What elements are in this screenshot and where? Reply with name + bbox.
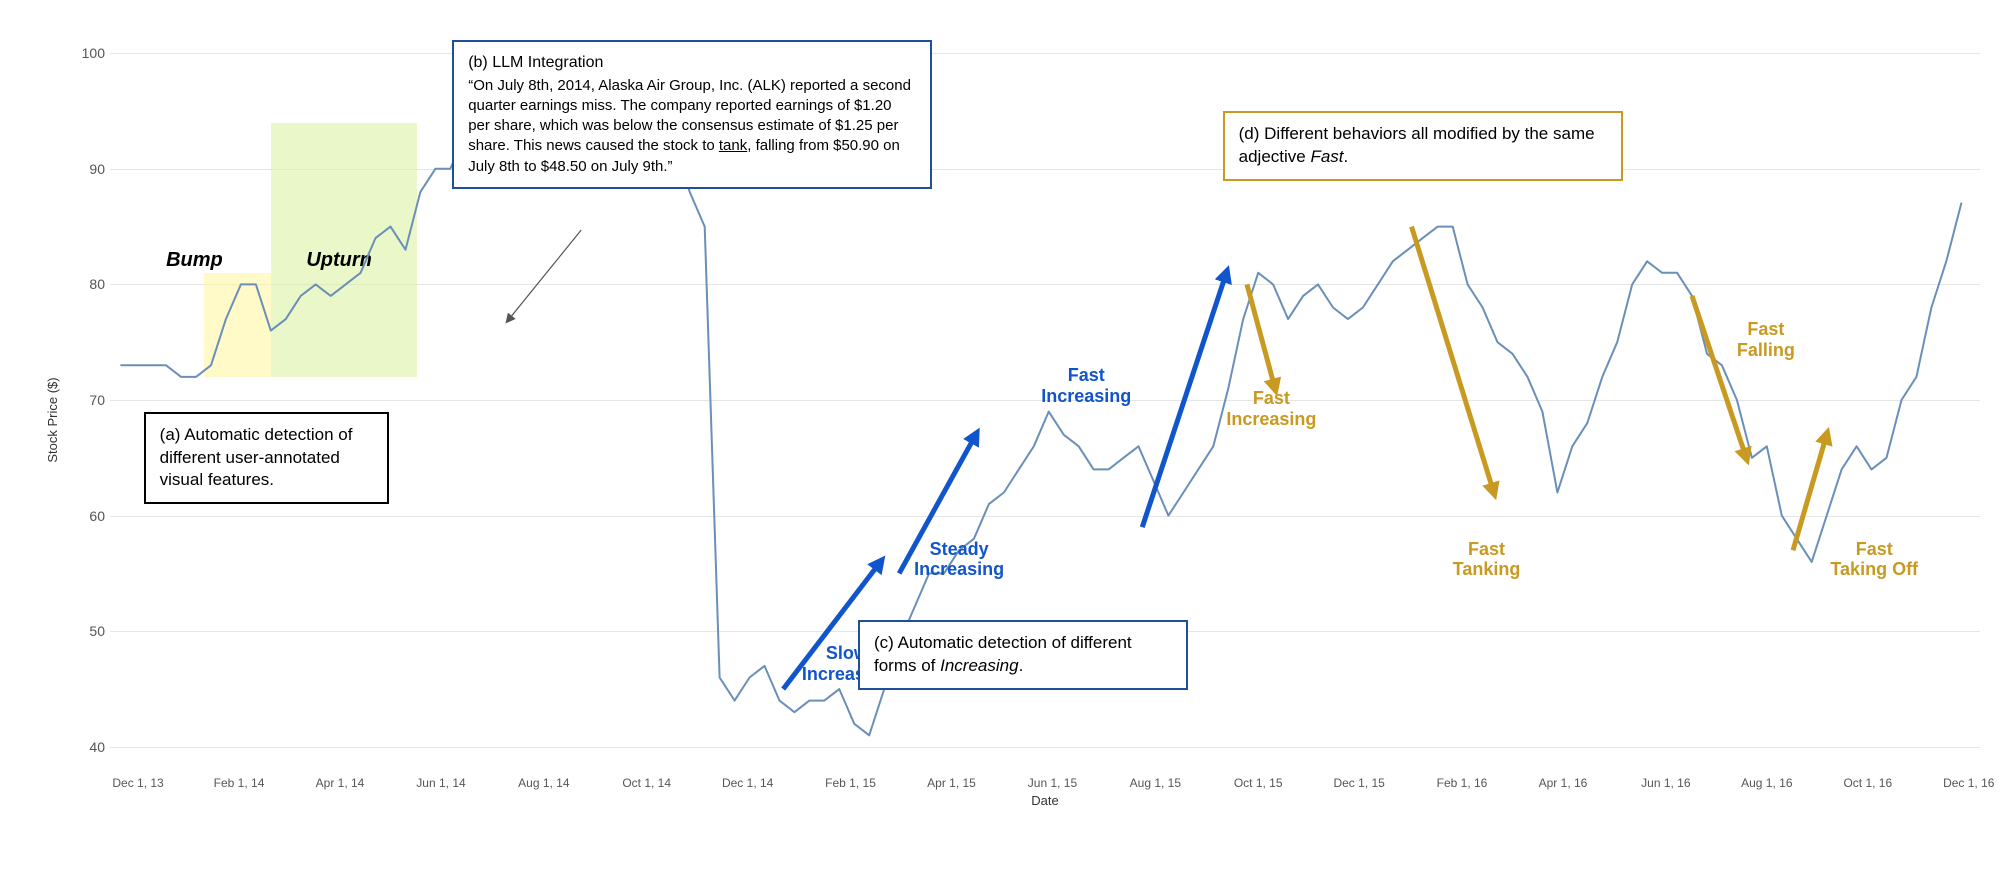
x-tick-label: Aug 1, 16 [1741,776,1792,790]
fast-taking-off-arrow-label: Fast Taking Off [1830,539,1918,580]
x-tick-label: Dec 1, 15 [1333,776,1384,790]
fast-tanking-arrow [1412,227,1494,493]
fast-increasing-arrow-gold-label: Fast Increasing [1226,388,1316,429]
y-tick-label: 80 [70,276,105,292]
fast-increasing-arrow-blue-label: Fast Increasing [1041,365,1131,406]
plot-area: Date 405060708090100Dec 1, 13Feb 1, 14Ap… [110,30,1980,770]
x-tick-label: Oct 1, 14 [622,776,671,790]
x-tick-label: Apr 1, 16 [1539,776,1588,790]
x-tick-label: Dec 1, 14 [722,776,773,790]
x-tick-label: Feb 1, 14 [214,776,265,790]
y-tick-label: 60 [70,508,105,524]
box-d: (d) Different behaviors all modified by … [1223,111,1623,181]
x-tick-label: Aug 1, 14 [518,776,569,790]
y-axis-label: Stock Price ($) [45,377,60,462]
steady-increasing-arrow-label: Steady Increasing [914,539,1004,580]
box-b-pointer [508,230,581,320]
stock-chart: Stock Price ($) Date 405060708090100Dec … [60,30,1980,810]
fast-falling-arrow-label: Fast Falling [1737,319,1795,360]
box-b: (b) LLM Integration“On July 8th, 2014, A… [452,40,932,189]
box-c: (c) Automatic detection of different for… [858,620,1188,690]
y-tick-label: 100 [70,45,105,61]
x-tick-label: Apr 1, 15 [927,776,976,790]
fast-increasing-arrow-blue [1142,273,1226,527]
fast-tanking-arrow-label: Fast Tanking [1453,539,1521,580]
x-tick-label: Oct 1, 15 [1234,776,1283,790]
x-axis-label: Date [1031,793,1058,808]
x-tick-label: Feb 1, 15 [825,776,876,790]
x-tick-label: Dec 1, 13 [112,776,163,790]
y-tick-label: 70 [70,392,105,408]
x-tick-label: Jun 1, 16 [1641,776,1690,790]
fast-increasing-arrow-gold [1247,284,1275,388]
x-tick-label: Dec 1, 16 [1943,776,1994,790]
box-a: (a) Automatic detection of different use… [144,412,389,505]
x-tick-label: Feb 1, 16 [1437,776,1488,790]
x-tick-label: Apr 1, 14 [316,776,365,790]
x-tick-label: Aug 1, 15 [1130,776,1181,790]
x-tick-label: Oct 1, 16 [1843,776,1892,790]
x-tick-label: Jun 1, 15 [1028,776,1077,790]
y-tick-label: 90 [70,161,105,177]
y-tick-label: 50 [70,623,105,639]
y-tick-label: 40 [70,739,105,755]
x-tick-label: Jun 1, 14 [416,776,465,790]
